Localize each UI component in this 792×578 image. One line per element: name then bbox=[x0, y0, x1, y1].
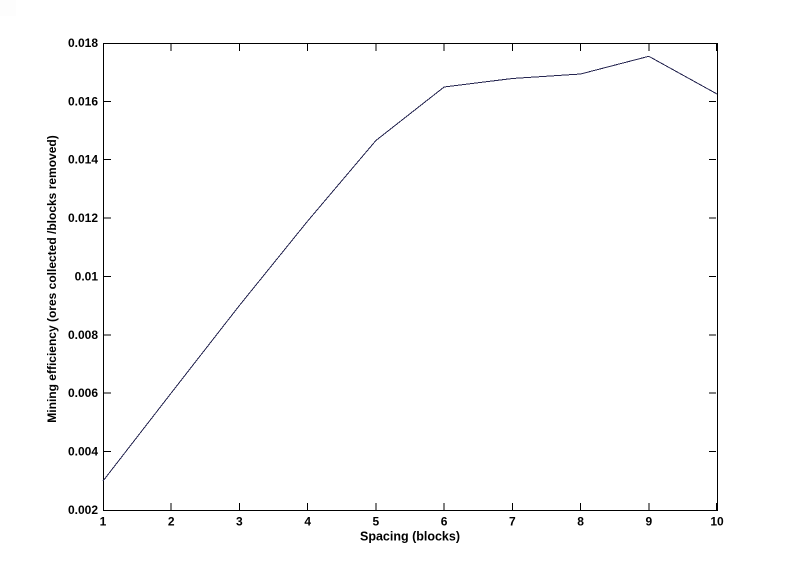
svg-text:0.016: 0.016 bbox=[68, 94, 98, 108]
svg-text:9: 9 bbox=[645, 515, 652, 529]
svg-text:1: 1 bbox=[100, 515, 107, 529]
svg-text:8: 8 bbox=[577, 515, 584, 529]
svg-text:2: 2 bbox=[168, 515, 175, 529]
svg-text:0.01: 0.01 bbox=[75, 270, 99, 284]
svg-text:0.014: 0.014 bbox=[68, 153, 98, 167]
svg-text:Spacing (blocks): Spacing (blocks) bbox=[360, 530, 460, 544]
svg-text:5: 5 bbox=[373, 515, 380, 529]
svg-text:Mining efficiency (ores collec: Mining efficiency (ores collected /block… bbox=[45, 135, 59, 422]
svg-text:0.012: 0.012 bbox=[68, 211, 98, 225]
svg-text:10: 10 bbox=[710, 515, 724, 529]
svg-text:3: 3 bbox=[236, 515, 243, 529]
svg-text:4: 4 bbox=[304, 515, 311, 529]
svg-text:0.006: 0.006 bbox=[68, 386, 98, 400]
svg-text:7: 7 bbox=[509, 515, 516, 529]
svg-text:0.018: 0.018 bbox=[68, 36, 98, 50]
svg-text:0.004: 0.004 bbox=[68, 445, 98, 459]
svg-text:0.002: 0.002 bbox=[68, 503, 98, 517]
svg-text:0.008: 0.008 bbox=[68, 328, 98, 342]
svg-text:6: 6 bbox=[441, 515, 448, 529]
